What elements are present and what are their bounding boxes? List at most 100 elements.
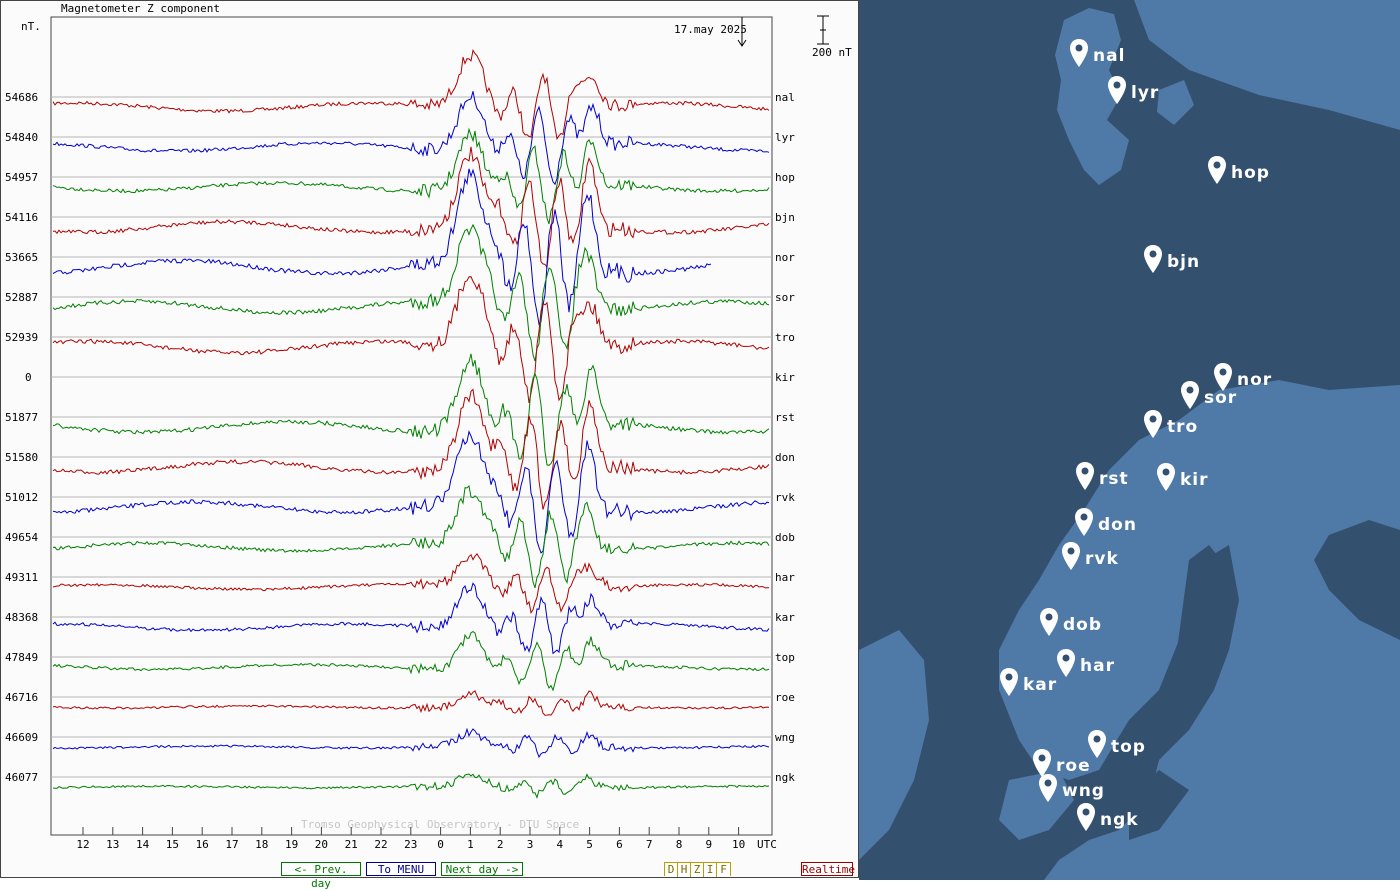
- x-tick-label: 3: [527, 838, 534, 851]
- map-marker-wng[interactable]: wng: [1038, 773, 1178, 807]
- baseline-value-rst: 51877: [5, 411, 38, 424]
- realtime-button[interactable]: Realtime: [801, 862, 855, 876]
- x-tick-label: 4: [556, 838, 563, 851]
- x-tick-label: 0: [437, 838, 444, 851]
- station-label-har: har: [775, 571, 795, 584]
- menu-button[interactable]: To MENU: [366, 862, 436, 876]
- x-tick-label: 19: [285, 838, 298, 851]
- map-pin-icon: [1077, 803, 1095, 831]
- svalbard-east-land: [1134, 0, 1400, 130]
- trace-bjn: [52, 146, 770, 269]
- map-marker-label: roe: [1056, 756, 1091, 776]
- trace-lyr: [52, 91, 770, 186]
- trace-rvk: [52, 430, 770, 554]
- map-marker-rst[interactable]: rst: [1075, 461, 1215, 495]
- station-map: nal lyr hop bjn nor sor tro rst kir don rvk dob har k…: [859, 0, 1400, 880]
- x-tick-label: 9: [705, 838, 712, 851]
- x-tick-label: 6: [616, 838, 623, 851]
- map-pin-icon: [1075, 508, 1093, 536]
- baseline-value-don: 51580: [5, 451, 38, 464]
- map-marker-label: lyr: [1131, 83, 1160, 103]
- map-marker-nor[interactable]: nor: [1213, 362, 1353, 396]
- map-pin-icon: [1040, 608, 1058, 636]
- prev-day-button[interactable]: <- Prev. day: [281, 862, 361, 890]
- map-marker-sor[interactable]: sor: [1180, 380, 1320, 414]
- x-tick-label: 22: [374, 838, 387, 851]
- map-marker-roe[interactable]: roe: [1032, 748, 1172, 782]
- map-marker-kir[interactable]: kir: [1156, 462, 1296, 496]
- baseline-value-nal: 54686: [5, 91, 38, 104]
- map-marker-don[interactable]: don: [1074, 507, 1214, 541]
- map-marker-kar[interactable]: kar: [999, 667, 1139, 701]
- x-tick-label: 20: [315, 838, 328, 851]
- trace-tro: [52, 276, 770, 403]
- station-label-roe: roe: [775, 691, 795, 704]
- baseline-value-tro: 52939: [5, 331, 38, 344]
- trace-sor: [52, 223, 770, 362]
- component-f-button[interactable]: F: [717, 863, 730, 877]
- map-marker-label: dob: [1063, 615, 1103, 635]
- map-marker-dob[interactable]: dob: [1039, 607, 1179, 641]
- x-tick-label: 2: [497, 838, 504, 851]
- map-marker-har[interactable]: har: [1056, 648, 1196, 682]
- station-label-nor: nor: [775, 251, 795, 264]
- component-h-button[interactable]: H: [678, 863, 691, 877]
- x-tick-label: 15: [166, 838, 179, 851]
- baltic-south-sea: [1129, 770, 1189, 840]
- component-z-button[interactable]: Z: [691, 863, 704, 877]
- baseline-value-wng: 46609: [5, 731, 38, 744]
- trace-kar: [52, 582, 770, 655]
- x-tick-label: 21: [345, 838, 358, 851]
- component-selector: D H Z I F: [664, 862, 731, 877]
- map-pin-icon: [1108, 76, 1126, 104]
- map-marker-rvk[interactable]: rvk: [1061, 541, 1201, 575]
- baseline-value-rvk: 51012: [5, 491, 38, 504]
- map-land: [859, 0, 1400, 880]
- map-marker-label: wng: [1062, 781, 1105, 801]
- x-tick-label: 14: [136, 838, 150, 851]
- map-marker-lyr[interactable]: lyr: [1107, 75, 1247, 109]
- component-d-button[interactable]: D: [665, 863, 678, 877]
- trace-rst: [52, 353, 770, 466]
- map-pin-icon: [1208, 156, 1226, 184]
- map-marker-tro[interactable]: tro: [1143, 409, 1283, 443]
- next-day-button[interactable]: Next day ->: [441, 862, 523, 876]
- map-marker-label: kar: [1023, 675, 1058, 695]
- map-pin-icon: [1039, 774, 1057, 802]
- map-marker-label: rst: [1099, 469, 1129, 489]
- x-tick-label: 1: [467, 838, 474, 851]
- map-pin-icon: [1062, 542, 1080, 570]
- plot-area: [50, 16, 773, 836]
- trace-wng: [52, 727, 770, 759]
- baseline-value-bjn: 54116: [5, 211, 38, 224]
- map-pin-icon: [1214, 363, 1232, 391]
- x-tick-label: 10: [732, 838, 745, 851]
- map-marker-hop[interactable]: hop: [1207, 155, 1347, 189]
- map-pin-icon: [1070, 39, 1088, 67]
- scale-bar: [817, 15, 829, 45]
- baseline-value-hop: 54957: [5, 171, 38, 184]
- station-label-rvk: rvk: [775, 491, 795, 504]
- baseline-value-sor: 52887: [5, 291, 38, 304]
- map-marker-label: ngk: [1100, 810, 1139, 830]
- map-marker-nal[interactable]: nal: [1069, 38, 1209, 72]
- map-marker-bjn[interactable]: bjn: [1143, 244, 1283, 278]
- map-marker-label: kir: [1180, 470, 1209, 490]
- x-tick-label: 5: [586, 838, 593, 851]
- x-tick-label: 17: [225, 838, 238, 851]
- baseline-value-dob: 49654: [5, 531, 38, 544]
- station-label-hop: hop: [775, 171, 795, 184]
- component-i-button[interactable]: I: [704, 863, 717, 877]
- baseline-value-lyr: 54840: [5, 131, 38, 144]
- map-marker-top[interactable]: top: [1087, 729, 1227, 763]
- station-label-lyr: lyr: [775, 131, 795, 144]
- magnetogram-chart: Magnetometer Z component nT. 17.may 2025…: [5, 2, 852, 851]
- map-pin-icon: [1088, 730, 1106, 758]
- trace-top: [52, 631, 770, 692]
- baseline-value-kir: 0: [25, 371, 32, 384]
- trace-har: [52, 553, 770, 615]
- map-marker-label: nal: [1093, 46, 1126, 66]
- station-label-nal: nal: [775, 91, 795, 104]
- map-marker-ngk[interactable]: ngk: [1076, 802, 1216, 836]
- map-marker-label: nor: [1237, 370, 1273, 390]
